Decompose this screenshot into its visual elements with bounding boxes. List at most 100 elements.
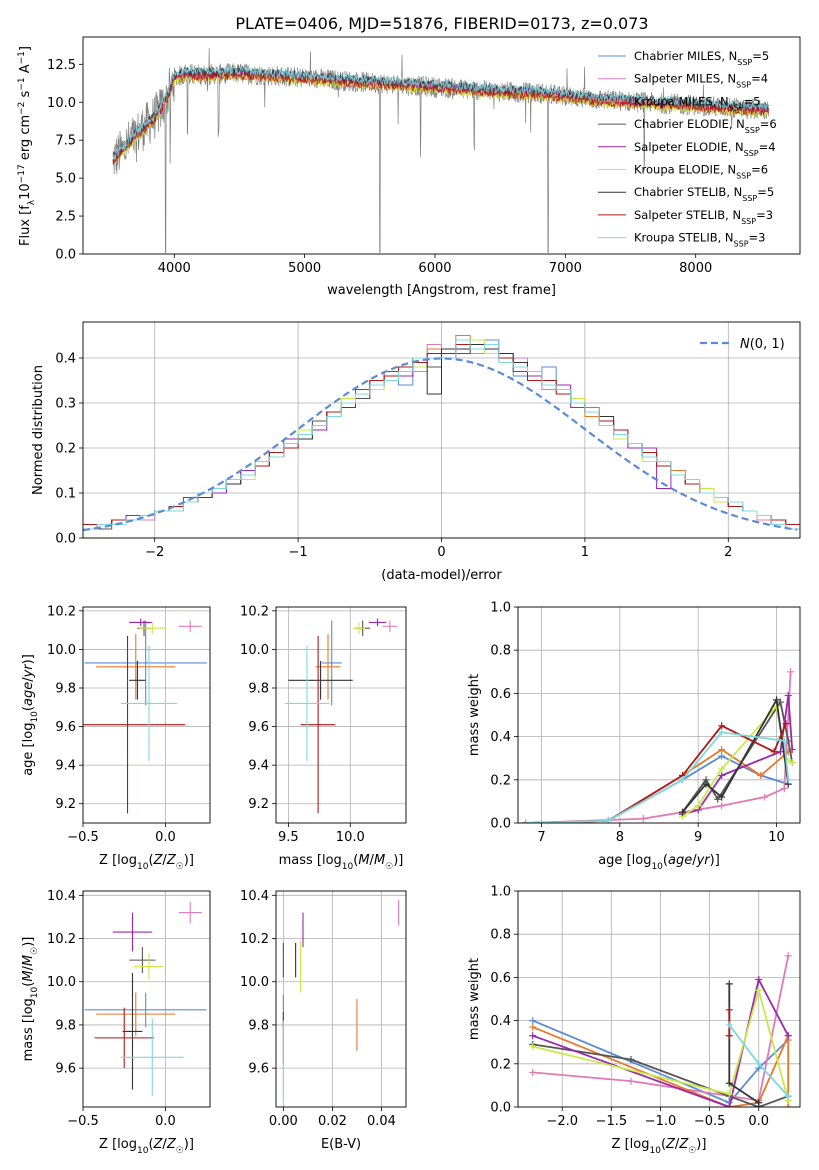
data-point-marker (773, 696, 780, 704)
data-point-marker (718, 793, 726, 801)
mass-weight-line (525, 748, 789, 823)
spectrum-panel: 4000 5000 6000 7000 8000 0.0 2.5 5.0 7.5 10.0 12.5… (17, 36, 801, 298)
x-tick-label: −0.5 (694, 1114, 726, 1129)
y-axis-label: mass weight (467, 674, 482, 756)
y-tick-label: 10.0 (47, 643, 76, 658)
y-tick-label: 0.8 (490, 644, 511, 659)
data-point-marker (784, 692, 792, 700)
x-tick-label: −1.0 (645, 1114, 677, 1129)
model-spectrum-line (112, 65, 769, 161)
x-tick-label: 10 (768, 830, 785, 845)
y-tick-label: 9.6 (55, 720, 76, 735)
legend-label: Kroupa STELIB, NSSP=3 (634, 231, 765, 249)
x-axis-label: mass [log10(M/M☉)] (279, 853, 404, 872)
y-tick-label: 9.8 (248, 1018, 269, 1033)
legend-label: Kroupa ELODIE, NSSP=6 (634, 163, 768, 181)
figure-title: PLATE=0406, MJD=51876, FIBERID=0173, z=0… (235, 14, 648, 33)
data-point-marker (725, 1079, 733, 1087)
y-tick-label: 0.3 (55, 397, 76, 412)
y-tick-label: 0.0 (490, 1101, 511, 1116)
data-point-marker (679, 808, 686, 816)
data-point-marker (529, 1068, 537, 1076)
y-tick-label: 10.2 (240, 932, 269, 947)
x-axis-label: (data-model)/error (381, 568, 502, 583)
mass_vs_Z-plot-area (84, 901, 207, 1097)
x-axis-label: wavelength [Angstrom, rest frame] (327, 283, 556, 298)
y-tick-label: 0.0 (55, 532, 76, 547)
residuals-plot-area (83, 335, 800, 532)
age_vs_mass-plot-area (284, 618, 398, 814)
data-point-marker (788, 746, 796, 754)
data-point-marker (788, 759, 796, 767)
x-tick-label: 6000 (418, 261, 451, 276)
data-point-marker (770, 748, 778, 756)
y-tick-label: 0.2 (490, 773, 511, 788)
y-tick-label: 10.4 (47, 889, 76, 904)
data-point-marker (755, 986, 763, 994)
x-tick-label: 2 (724, 545, 732, 560)
y-tick-label: 10.2 (47, 604, 76, 619)
mass_weight_vs_Z-panel: −2.0 −1.5 −1.0 −0.5 0.0 0.0 0.2 0.4 0.6 0.8 1.0 Z [… (467, 885, 801, 1156)
y-tick-label: 2.5 (55, 210, 76, 225)
data-point-marker (529, 1043, 537, 1051)
y-axis-label: age [log10(age/yr)] (21, 654, 40, 776)
data-point-marker (725, 1032, 733, 1040)
age_vs_mass-panel: 9.5 10.0 9.2 9.4 9.6 9.8 10.0 10.2 mass [log10(M… (240, 604, 407, 872)
x-tick-label: 5000 (288, 261, 321, 276)
x-tick-label: 4000 (158, 261, 191, 276)
mass_weight_vs_Z-plot-area (529, 952, 792, 1107)
data-point-marker (627, 1077, 635, 1085)
mass-weight-line (532, 987, 790, 1101)
age_vs_Z-plot-area (83, 618, 207, 814)
data-point-marker (782, 720, 790, 728)
x-tick-label: −2 (145, 545, 164, 560)
y-axis-label: Normed distribution (31, 365, 46, 495)
data-point-marker (784, 1103, 792, 1107)
gaussian-reference-curve (83, 357, 798, 532)
mass_vs_ebv-panel: 0.00 0.02 0.04 9.6 9.8 10.0 10.2 10.4 (240, 889, 407, 1129)
spectrum-plot-area (112, 47, 770, 253)
data-point-marker (694, 802, 702, 810)
y-tick-label: 0.8 (490, 928, 511, 943)
mass-weight-line (532, 955, 790, 1102)
legend-label: Chabrier ELODIE, NSSP=6 (634, 117, 777, 135)
x-tick-label: 9 (694, 830, 702, 845)
axes-frame (517, 890, 801, 1108)
y-tick-label: 9.8 (55, 682, 76, 697)
y-tick-label: 10.2 (47, 932, 76, 947)
mass-weight-line (682, 695, 794, 816)
data-point-marker (718, 771, 726, 779)
residuals-panel: −2 −1 0 1 2 0.0 0.1 0.2 0.3 0.4 (data-model)/error… (31, 321, 801, 583)
data-point-marker (784, 1032, 792, 1040)
data-point-marker (702, 780, 710, 788)
data-point-marker (787, 668, 795, 676)
mass_weight_vs_age-panel: 7 8 9 10 0.0 0.2 0.4 0.6 0.8 1.0 age [log10(age/yr… (467, 601, 801, 872)
legend-label: Chabrier STELIB, NSSP=5 (634, 185, 774, 203)
data-point-marker (725, 1103, 733, 1107)
data-point-marker (780, 784, 788, 792)
y-tick-label: 9.6 (248, 1062, 269, 1077)
data-point-marker (725, 1006, 733, 1014)
data-point-marker (679, 776, 686, 784)
x-tick-label: 0.02 (318, 1114, 347, 1129)
mass-weight-line (681, 699, 794, 813)
y-tick-label: 12.5 (47, 58, 76, 73)
x-tick-label: 7000 (549, 261, 582, 276)
x-axis-label: E(B-V) (321, 1137, 361, 1152)
x-tick-label: 0.00 (269, 1114, 298, 1129)
data-point-marker (639, 815, 647, 823)
x-axis-label: age [log10(age/yr)] (598, 853, 720, 872)
data-point-marker (718, 722, 726, 730)
y-axis-label: mass [log10(M/M☉)] (21, 937, 40, 1062)
y-tick-label: 0.6 (490, 687, 511, 702)
x-tick-label: 0.0 (155, 830, 176, 845)
y-tick-label: 10.0 (47, 96, 76, 111)
data-point-marker (529, 1023, 537, 1031)
data-point-marker (757, 771, 765, 779)
x-tick-label: −1.5 (596, 1114, 628, 1129)
axes-frame (275, 606, 407, 824)
mass_weight_vs_age-plot-area (522, 668, 796, 823)
data-point-marker (755, 1060, 763, 1068)
axes-frame (82, 36, 801, 255)
